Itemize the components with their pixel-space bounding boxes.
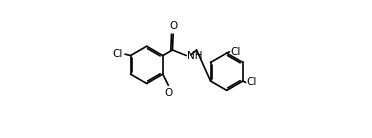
Text: Cl: Cl [112, 49, 122, 59]
Text: O: O [164, 88, 173, 98]
Text: Cl: Cl [246, 77, 257, 87]
Text: Cl: Cl [230, 47, 241, 57]
Text: O: O [169, 21, 177, 31]
Text: NH: NH [187, 51, 202, 61]
